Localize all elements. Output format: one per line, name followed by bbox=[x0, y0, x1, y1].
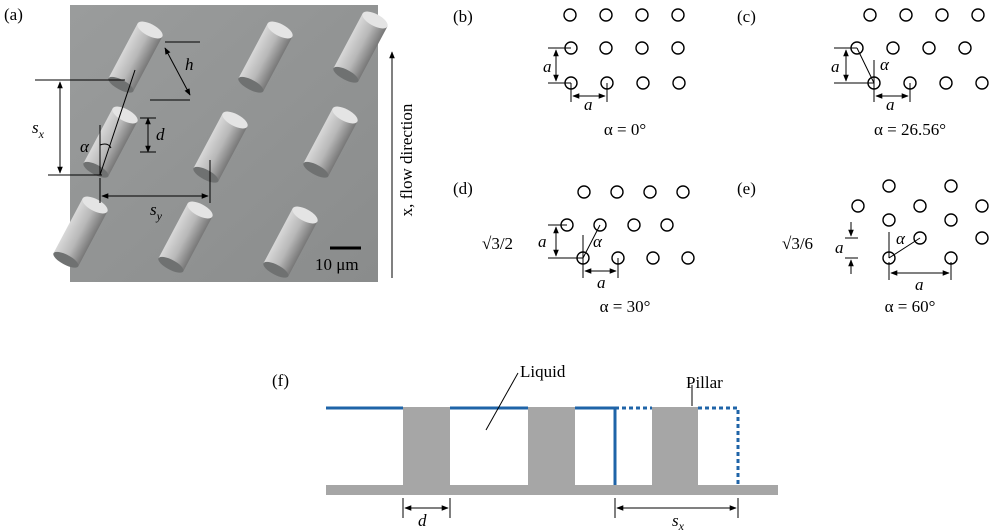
factor: √3/6 bbox=[782, 234, 813, 253]
lattice bbox=[564, 9, 685, 89]
pillar-section bbox=[976, 77, 988, 89]
pillar-section bbox=[883, 180, 895, 192]
caption: α = 30° bbox=[600, 297, 651, 316]
a-horizontal: a bbox=[597, 273, 606, 292]
annotations-b bbox=[548, 48, 607, 102]
pillar-section bbox=[959, 42, 971, 54]
panel-label: (b) bbox=[453, 7, 473, 26]
panel-label: (c) bbox=[737, 7, 756, 26]
lattice bbox=[852, 180, 988, 264]
pillar-section bbox=[976, 200, 988, 212]
pillar-section bbox=[923, 42, 935, 54]
caption: α = 60° bbox=[885, 297, 936, 316]
a-vertical: a bbox=[538, 232, 547, 251]
pillar-section bbox=[682, 252, 694, 264]
d-label: d bbox=[156, 125, 165, 144]
pillar-section bbox=[972, 9, 984, 21]
scale-bar-label: 10 μm bbox=[315, 255, 359, 274]
a-vertical: a bbox=[831, 57, 840, 76]
pillar-section bbox=[600, 9, 612, 21]
pillar-section bbox=[914, 200, 926, 212]
pillar-section bbox=[945, 214, 957, 226]
a-vertical: a bbox=[835, 238, 844, 257]
caption: α = 26.56° bbox=[874, 120, 946, 139]
alpha-label: α bbox=[896, 229, 906, 248]
panel-label: (a) bbox=[4, 5, 23, 24]
pillar-section bbox=[600, 42, 612, 54]
pillar-section bbox=[900, 9, 912, 21]
lattice bbox=[561, 186, 694, 264]
pillar-section bbox=[672, 42, 684, 54]
pillar-section bbox=[661, 219, 673, 231]
pillar-section bbox=[945, 180, 957, 192]
annotations-c bbox=[834, 48, 910, 102]
pillar-section bbox=[672, 9, 684, 21]
panel-label: (d) bbox=[453, 179, 473, 198]
alpha-label: α bbox=[593, 232, 603, 251]
pillar-section bbox=[636, 9, 648, 21]
figure: (a) sx α d h sy 10 μm x, flow direction … bbox=[0, 0, 991, 530]
pillar-section bbox=[636, 42, 648, 54]
panel-label: (f) bbox=[272, 371, 289, 390]
pillar-label: Pillar bbox=[686, 373, 723, 392]
alpha-label: α bbox=[80, 137, 90, 156]
pillar-section bbox=[864, 9, 876, 21]
annotations-d bbox=[548, 225, 618, 278]
liquid-label: Liquid bbox=[520, 362, 566, 381]
pillar-section bbox=[628, 219, 640, 231]
pillar-section bbox=[852, 200, 864, 212]
sx-label: sx bbox=[32, 118, 45, 141]
a-horizontal: a bbox=[915, 275, 924, 294]
a-vertical: a bbox=[543, 57, 552, 76]
pillar-section bbox=[940, 77, 952, 89]
panel-label: (e) bbox=[737, 179, 756, 198]
pillar-section bbox=[644, 186, 656, 198]
pillar-section bbox=[578, 186, 590, 198]
pillar-section bbox=[637, 77, 649, 89]
d-label: d bbox=[418, 511, 427, 530]
sx-label: sx bbox=[672, 511, 685, 530]
a-horizontal: a bbox=[584, 95, 593, 114]
pillar-section bbox=[887, 42, 899, 54]
pillar-section bbox=[883, 214, 895, 226]
channel bbox=[326, 373, 778, 518]
h-label: h bbox=[185, 55, 194, 74]
pillar-section bbox=[647, 252, 659, 264]
pillar-section bbox=[976, 232, 988, 244]
pillar-section bbox=[677, 186, 689, 198]
a-horizontal: a bbox=[886, 95, 895, 114]
pillar-section bbox=[673, 77, 685, 89]
flow-axis-label: x, flow direction bbox=[397, 103, 416, 216]
pillar-section bbox=[611, 186, 623, 198]
alpha-label: α bbox=[880, 55, 890, 74]
pillar-section bbox=[564, 9, 576, 21]
caption: α = 0° bbox=[604, 120, 646, 139]
pillar-section bbox=[936, 9, 948, 21]
factor: √3/2 bbox=[482, 234, 513, 253]
